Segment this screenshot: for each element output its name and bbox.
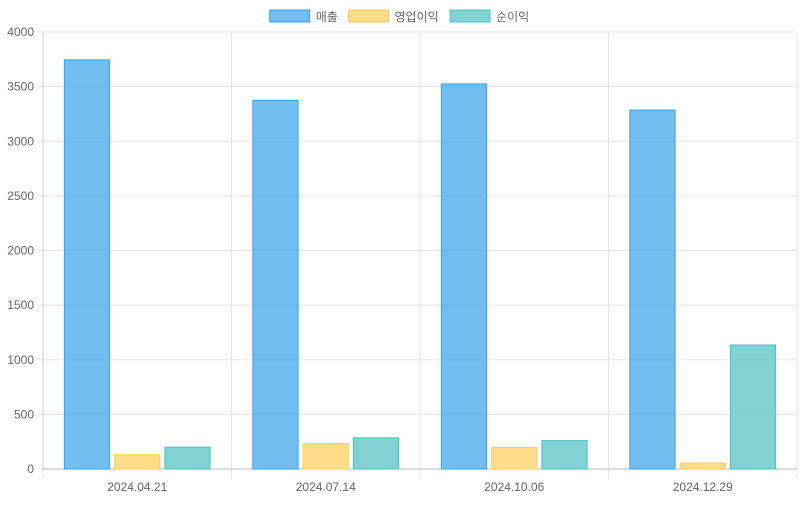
- bar-3-2[interactable]: [352, 437, 400, 470]
- bar-1-3[interactable]: [440, 83, 488, 470]
- y-tick-label: 500: [14, 407, 34, 421]
- legend-label: 영업이익: [395, 10, 439, 24]
- bar-1-2[interactable]: [252, 99, 299, 470]
- bar-2-4[interactable]: [679, 462, 726, 470]
- legend-swatch: [348, 9, 389, 23]
- legend-item[interactable]: 영업이익: [348, 9, 439, 24]
- bar-3-4[interactable]: [729, 344, 777, 470]
- legend-swatch: [269, 9, 311, 23]
- x-tick-label: 2024.07.14: [296, 480, 356, 494]
- legend-item[interactable]: 순이익: [449, 9, 529, 24]
- y-axis: 0 500 1000 1500 2000 2500 3000 3500 4000: [7, 25, 44, 476]
- grid-lines: [42, 31, 798, 479]
- legend: 매출 영업이익 순이익: [269, 9, 529, 24]
- x-tick-label: 2024.12.29: [673, 480, 733, 494]
- legend-swatch: [449, 9, 491, 23]
- y-tick-label: 3000: [7, 134, 34, 148]
- y-tick-label: 2500: [7, 189, 34, 203]
- y-tick-label: 1500: [7, 298, 34, 312]
- legend-item[interactable]: 매출: [269, 9, 338, 24]
- y-tick-label: 4000: [7, 25, 34, 39]
- y-tick-label: 0: [27, 462, 34, 476]
- bar-3-1[interactable]: [164, 446, 211, 470]
- legend-label: 순이익: [496, 10, 529, 24]
- bar-2-3[interactable]: [491, 446, 538, 470]
- bar-2-2[interactable]: [302, 443, 349, 470]
- bar-2-1[interactable]: [114, 454, 161, 470]
- bar-1-1[interactable]: [63, 59, 111, 470]
- y-tick-label: 3500: [7, 80, 34, 94]
- y-tick-label: 2000: [7, 244, 34, 258]
- y-tick-label: 1000: [7, 353, 34, 367]
- bars: [63, 59, 777, 470]
- legend-label: 매출: [316, 10, 338, 24]
- bar-3-3[interactable]: [541, 440, 588, 470]
- x-tick-label: 2024.10.06: [484, 480, 544, 494]
- x-tick-label: 2024.04.21: [107, 480, 167, 494]
- bar-1-4[interactable]: [629, 109, 676, 470]
